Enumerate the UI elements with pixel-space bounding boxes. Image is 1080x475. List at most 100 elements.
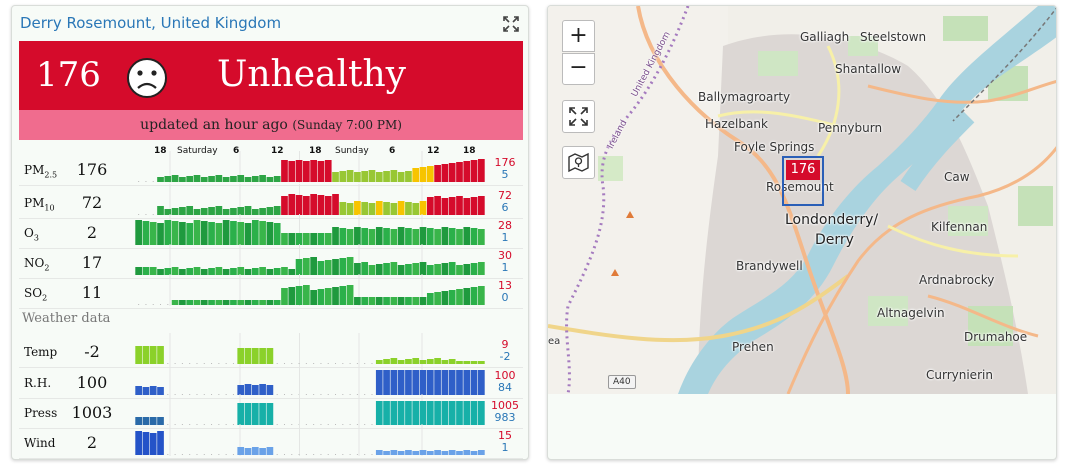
chart-bar xyxy=(412,370,420,395)
zoom-in-button[interactable]: + xyxy=(562,20,595,52)
chart-gap-dot xyxy=(364,363,366,364)
chart-bar xyxy=(478,286,485,305)
row-label-text: PM xyxy=(24,163,45,177)
chart-bar xyxy=(375,297,383,305)
chart-gap-dot xyxy=(174,424,176,425)
chart-gap-dot xyxy=(327,454,329,455)
row-label-pm10: PM10 xyxy=(24,196,55,212)
chart-bar xyxy=(208,207,215,215)
chart-bar xyxy=(310,160,317,182)
chart-bar xyxy=(237,348,245,364)
row-min-value: 1 xyxy=(501,441,509,454)
chart-bar xyxy=(434,165,441,182)
chart-bar xyxy=(142,417,150,425)
chart-bar xyxy=(390,401,398,425)
fullscreen-button[interactable] xyxy=(562,100,595,133)
chart-bar xyxy=(397,370,405,395)
row-label-temp: Temp xyxy=(24,345,58,359)
chart-bar xyxy=(390,262,398,275)
chart-gap-dot xyxy=(371,424,373,425)
chart-bar xyxy=(179,177,186,182)
place-caw: Caw xyxy=(944,170,970,184)
place-foyle-springs: Foyle Springs xyxy=(734,140,815,154)
chart-bar xyxy=(193,267,201,275)
row-min-value: 5 xyxy=(501,168,509,181)
chart-bar xyxy=(237,222,245,245)
chart-bar xyxy=(441,360,449,364)
station-map-marker[interactable]: 176 xyxy=(782,156,824,206)
chart-bar xyxy=(405,370,412,395)
chart-bar xyxy=(397,201,405,215)
chart-bar xyxy=(470,287,478,305)
chart-bar xyxy=(346,229,354,245)
chart-bar xyxy=(273,206,281,215)
chart-bar xyxy=(244,300,252,305)
chart-bar xyxy=(244,206,252,215)
chart-bar xyxy=(383,202,390,215)
chart-bar xyxy=(426,265,434,275)
chart-bar xyxy=(339,228,347,245)
chart-bar xyxy=(266,300,274,305)
chart-bar xyxy=(434,292,441,305)
chart-gap-dot xyxy=(291,454,293,455)
chart-bar xyxy=(419,227,427,245)
map-canvas[interactable] xyxy=(548,6,1057,394)
row-current-value: -2 xyxy=(84,342,100,361)
chart-bar xyxy=(281,160,288,182)
chart-bar xyxy=(354,172,361,182)
chart-bar xyxy=(171,208,179,215)
fullscreen-icon xyxy=(569,107,588,126)
chart-gap-dot xyxy=(356,424,358,425)
map-layers-button[interactable] xyxy=(562,146,595,179)
chart-bar xyxy=(383,263,390,275)
row-label-subscript: 10 xyxy=(44,203,55,213)
chart-bar xyxy=(266,207,274,215)
place-steelstown: Steelstown xyxy=(860,30,927,44)
chart-bar xyxy=(200,221,208,245)
chart-bar xyxy=(354,297,361,305)
chart-bar xyxy=(237,267,245,275)
chart-bar xyxy=(135,346,142,364)
chart-bar xyxy=(368,265,376,275)
chart-bar xyxy=(157,417,164,425)
chart-bar xyxy=(222,269,230,275)
aqi-value: 176 xyxy=(36,55,101,95)
chart-bar xyxy=(208,176,215,182)
chart-gap-dot xyxy=(283,363,285,364)
chart-bar xyxy=(346,203,354,215)
chart-gap-dot xyxy=(342,454,344,455)
chart-bar xyxy=(135,220,142,245)
zoom-out-button[interactable]: − xyxy=(562,53,595,85)
chart-bar xyxy=(149,267,157,275)
chart-bar xyxy=(237,403,245,425)
chart-bar xyxy=(426,401,434,425)
chart-bar xyxy=(266,222,274,245)
chart-bar xyxy=(317,289,325,305)
chart-gap-dot xyxy=(181,363,183,364)
expand-icon[interactable] xyxy=(502,15,520,33)
row-max-value: 30 xyxy=(498,249,512,262)
chart-gap-dot xyxy=(335,394,337,395)
chart-bar xyxy=(157,269,164,275)
chart-bar xyxy=(251,268,259,275)
chart-gap-dot xyxy=(342,424,344,425)
chart-bar xyxy=(164,220,172,245)
chart-bar xyxy=(157,206,164,215)
row-current-value: 11 xyxy=(81,283,103,302)
chart-gap-dot xyxy=(305,394,307,395)
chart-bar xyxy=(303,196,310,215)
chart-gap-dot xyxy=(167,394,169,395)
pm10-history-chart xyxy=(138,184,485,216)
chart-bar xyxy=(397,227,405,245)
chart-bar xyxy=(135,386,142,395)
chart-gap-dot xyxy=(291,394,293,395)
chart-bar xyxy=(251,403,259,425)
chart-bar xyxy=(478,196,485,215)
chart-bar xyxy=(149,417,157,425)
chart-bar xyxy=(208,222,215,245)
row-current-value: 2 xyxy=(86,433,98,452)
chart-bar xyxy=(390,358,398,364)
chart-bar xyxy=(405,450,412,455)
station-name-link[interactable]: Derry Rosemount, United Kingdom xyxy=(20,14,282,32)
chart-bar xyxy=(332,259,339,275)
